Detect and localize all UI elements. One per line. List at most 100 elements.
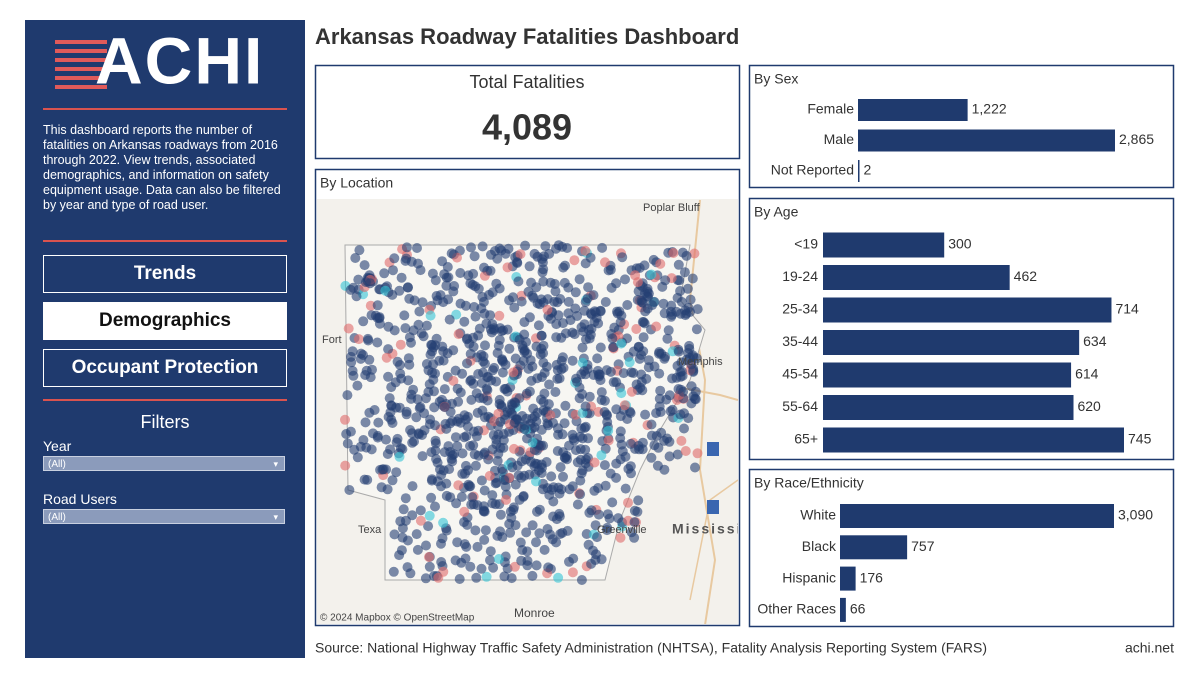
- map-dot: [690, 462, 700, 473]
- category-label: Female: [807, 101, 854, 117]
- map-dot: [382, 449, 393, 459]
- map-label: Poplar Bluff: [643, 202, 701, 214]
- map-dot: [652, 460, 663, 471]
- map-dot: [460, 414, 471, 425]
- map-dot: [603, 435, 614, 446]
- map-dot: [572, 376, 583, 387]
- map-dot: [585, 252, 596, 263]
- map-dot: [396, 272, 407, 283]
- map-dot: [395, 368, 406, 379]
- map-dot: [430, 501, 440, 512]
- map-dot: [638, 332, 649, 343]
- bar: [840, 504, 1114, 528]
- bar: [823, 427, 1124, 453]
- map-dot: [489, 362, 500, 373]
- map-dot: [676, 297, 687, 307]
- map-dot: [538, 276, 549, 287]
- map-dot: [562, 243, 573, 253]
- map-dot: [679, 423, 689, 434]
- map-dot: [582, 293, 593, 304]
- value-label: 745: [1128, 431, 1152, 447]
- map-dot: [637, 297, 648, 308]
- value-label: 634: [1083, 333, 1107, 349]
- map-dot: [629, 532, 640, 543]
- chart-title: By Age: [754, 204, 799, 220]
- filter-dropdown[interactable]: (All): [43, 456, 285, 472]
- map-dot: [690, 394, 701, 405]
- category-label: 35-44: [782, 333, 818, 349]
- map-dot: [510, 479, 521, 490]
- map-dot: [454, 574, 465, 584]
- map-dot: [538, 440, 549, 451]
- map-dot: [361, 365, 372, 376]
- map-dot: [436, 557, 447, 567]
- map-dot: [543, 562, 554, 573]
- map-dot: [468, 440, 479, 451]
- value-label: 757: [911, 538, 935, 554]
- map-dot: [513, 276, 524, 287]
- map-dot: [592, 532, 602, 543]
- map-dot: [516, 296, 527, 307]
- map-dot: [493, 429, 504, 440]
- map-dot: [633, 495, 644, 506]
- map-dot: [625, 461, 636, 472]
- map-dot: [459, 316, 470, 327]
- map-dot: [430, 275, 441, 286]
- chart-panel: [748, 468, 1175, 628]
- map-dot: [486, 327, 497, 338]
- bar: [858, 99, 968, 121]
- map-dot: [492, 253, 503, 264]
- map-dot: [386, 400, 397, 411]
- map-dot: [470, 311, 481, 322]
- map-dot: [444, 314, 455, 325]
- nav-button[interactable]: Occupant Protection: [43, 349, 287, 387]
- map-dot: [415, 402, 426, 412]
- bar: [823, 330, 1080, 355]
- map-dot: [457, 448, 468, 459]
- logo-stripe: [55, 49, 107, 53]
- map-dot: [387, 289, 398, 300]
- map-dot: [445, 492, 456, 503]
- map-dot: [536, 459, 547, 470]
- map-dot: [527, 570, 538, 581]
- map-dot: [546, 484, 557, 495]
- map-dot: [453, 396, 464, 407]
- map-dot: [588, 545, 598, 556]
- map-dot: [461, 431, 472, 442]
- map-dot: [358, 316, 369, 327]
- nav-button[interactable]: Trends: [43, 255, 287, 293]
- logo-stripe: [55, 58, 107, 62]
- bar: [858, 129, 1115, 152]
- map-dot: [469, 426, 479, 437]
- map-dot: [509, 302, 520, 313]
- map-dot: [481, 383, 492, 394]
- map-dot: [495, 442, 506, 453]
- map-dot: [536, 294, 547, 305]
- map-dot: [638, 346, 649, 357]
- map-dot: [433, 572, 444, 583]
- map-dot: [692, 448, 703, 459]
- filter-dropdown[interactable]: (All): [43, 509, 285, 525]
- map-dot: [439, 402, 450, 413]
- map-dot: [524, 261, 535, 272]
- map-dot: [424, 561, 435, 572]
- map-dot: [631, 324, 642, 334]
- value-label: 620: [1077, 398, 1101, 414]
- map-dot: [383, 371, 394, 382]
- map-dot: [450, 365, 461, 376]
- fatality-dots: [340, 240, 703, 585]
- map-dot: [499, 475, 510, 485]
- map-dot: [382, 484, 393, 495]
- value-label: 1,222: [972, 101, 1007, 117]
- map-dot: [436, 538, 446, 549]
- total-panel: [314, 64, 741, 160]
- map-dot: [692, 304, 703, 315]
- nav-button[interactable]: Demographics: [43, 302, 287, 340]
- logo-stripe: [55, 85, 107, 89]
- map-dot: [470, 525, 481, 536]
- map-dot: [404, 359, 415, 370]
- map-dot: [345, 284, 356, 295]
- map-dot: [557, 527, 568, 538]
- map-dot: [350, 253, 361, 263]
- bar: [823, 362, 1072, 388]
